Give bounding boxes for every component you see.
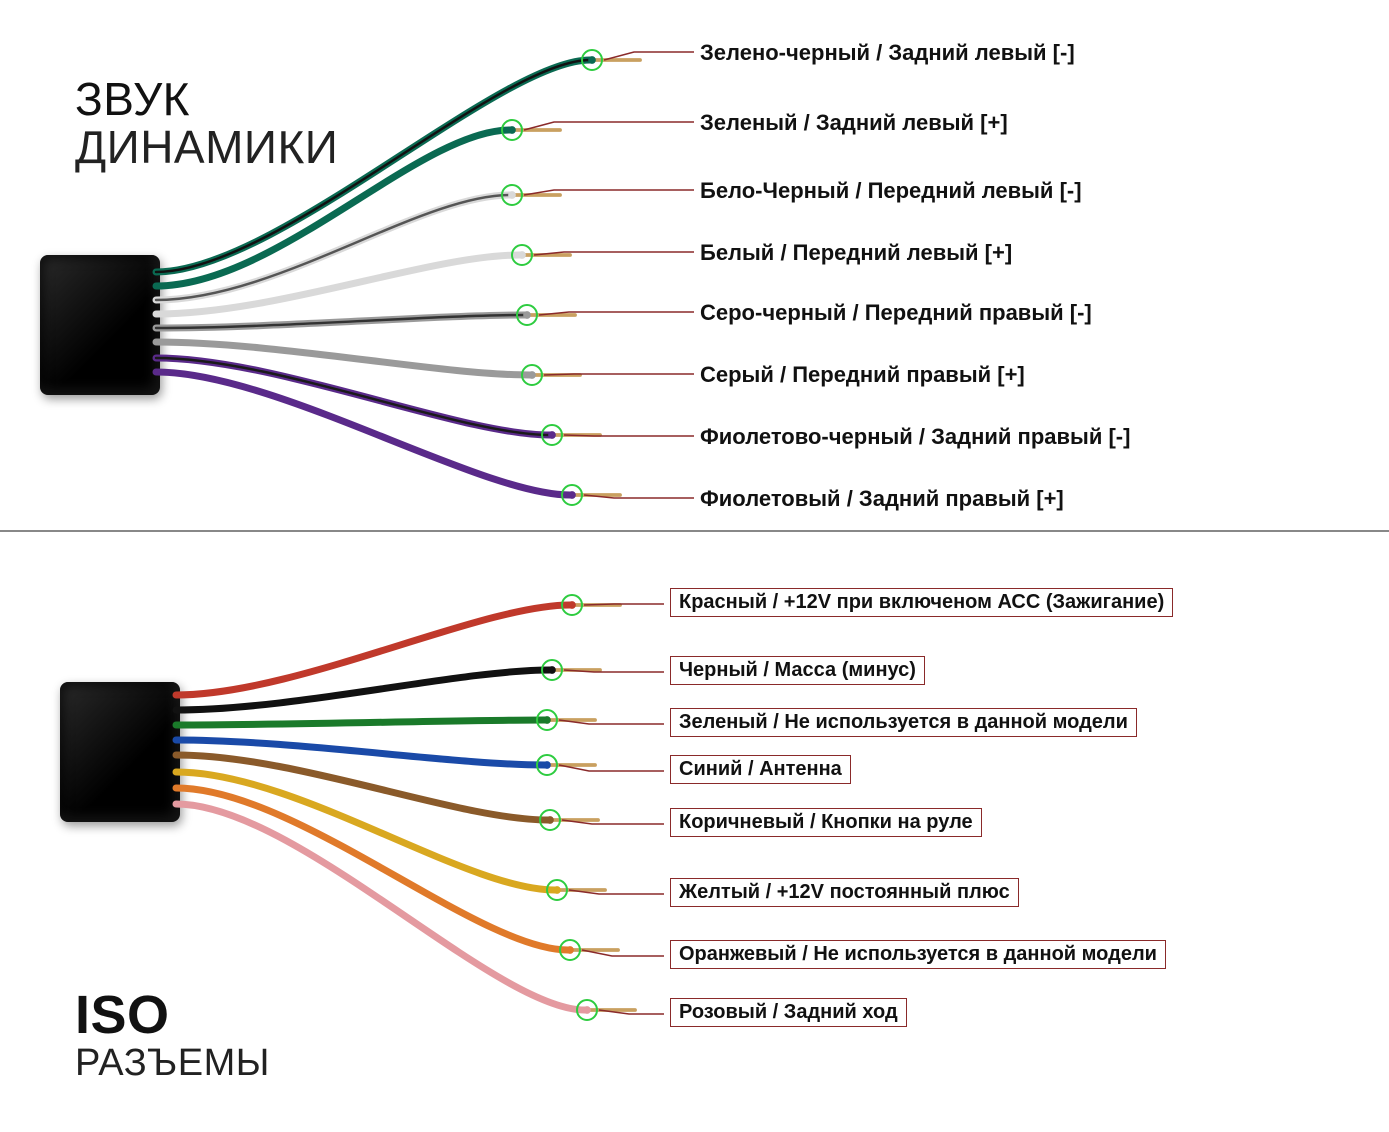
wire-label: Зеленый / Задний левый [+] (700, 110, 1008, 136)
wire-marker (541, 424, 563, 446)
section-sound-speakers: ЗВУК ДИНАМИКИ (0, 0, 1389, 530)
wire-marker (501, 184, 523, 206)
wire-label: Желтый / +12V постоянный плюс (670, 878, 1019, 907)
wire-marker (561, 484, 583, 506)
wire-marker (516, 304, 538, 326)
wire-marker (559, 939, 581, 961)
wire-marker (536, 709, 558, 731)
connector-sound (40, 255, 160, 395)
title-iso-line2: РАЗЪЕМЫ (75, 1044, 270, 1084)
wire-label: Белый / Передний левый [+] (700, 240, 1012, 266)
wire-marker (536, 754, 558, 776)
title-sound-line1: ЗВУК (75, 75, 338, 123)
wire-label: Фиолетовый / Задний правый [+] (700, 486, 1064, 512)
connector-iso (60, 682, 180, 822)
wire-marker (546, 879, 568, 901)
wire-marker (521, 364, 543, 386)
title-iso-line1: ISO (75, 987, 270, 1044)
wire-label: Зелено-черный / Задний левый [-] (700, 40, 1075, 66)
wire-marker (541, 659, 563, 681)
wire-label: Фиолетово-черный / Задний правый [-] (700, 424, 1130, 450)
wire-label: Оранжевый / Не используется в данной мод… (670, 940, 1166, 969)
wire-label: Синий / Антенна (670, 755, 851, 784)
wire-label: Бело-Черный / Передний левый [-] (700, 178, 1082, 204)
wire-marker (581, 49, 603, 71)
wire-marker (511, 244, 533, 266)
wire-label: Серый / Передний правый [+] (700, 362, 1025, 388)
wire-marker (576, 999, 598, 1021)
title-sound-line2: ДИНАМИКИ (75, 123, 338, 171)
wire-marker (501, 119, 523, 141)
wire-marker (539, 809, 561, 831)
wire-label: Серо-черный / Передний правый [-] (700, 300, 1092, 326)
wire-marker (561, 594, 583, 616)
wire-label: Коричневый / Кнопки на руле (670, 808, 982, 837)
wire-label: Зеленый / Не используется в данной модел… (670, 708, 1137, 737)
wire-label: Розовый / Задний ход (670, 998, 907, 1027)
wire-label: Красный / +12V при включеном АСС (Зажига… (670, 588, 1173, 617)
wire-label: Черный / Масса (минус) (670, 656, 925, 685)
